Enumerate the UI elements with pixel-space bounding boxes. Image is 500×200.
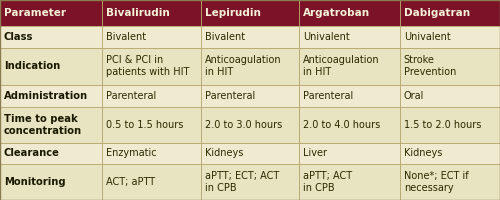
Bar: [102, 0, 200, 26]
Text: Lepirudin: Lepirudin: [204, 8, 260, 18]
Bar: [0, 143, 102, 164]
Bar: [200, 85, 300, 107]
Bar: [300, 143, 400, 164]
Bar: [0, 26, 102, 48]
Text: Enzymatic: Enzymatic: [106, 148, 157, 158]
Bar: [300, 48, 400, 85]
Bar: [102, 143, 200, 164]
Text: Dabigatran: Dabigatran: [404, 8, 470, 18]
Bar: [200, 0, 300, 26]
Text: 1.5 to 2.0 hours: 1.5 to 2.0 hours: [404, 120, 481, 130]
Bar: [102, 85, 200, 107]
Bar: [200, 143, 300, 164]
Text: Monitoring: Monitoring: [4, 177, 66, 187]
Bar: [0, 0, 102, 26]
Text: Clearance: Clearance: [4, 148, 60, 158]
Text: 2.0 to 4.0 hours: 2.0 to 4.0 hours: [304, 120, 380, 130]
Text: Time to peak
concentration: Time to peak concentration: [4, 114, 82, 136]
Text: Parenteral: Parenteral: [304, 91, 354, 101]
Text: Bivalent: Bivalent: [204, 32, 245, 42]
Text: None*; ECT if
necessary: None*; ECT if necessary: [404, 171, 468, 193]
Text: Class: Class: [4, 32, 34, 42]
Text: Bivalent: Bivalent: [106, 32, 146, 42]
Bar: [400, 143, 500, 164]
Text: Anticoagulation
in HIT: Anticoagulation in HIT: [304, 55, 380, 77]
Text: Administration: Administration: [4, 91, 88, 101]
Bar: [200, 164, 300, 200]
Text: Parenteral: Parenteral: [106, 91, 156, 101]
Bar: [102, 107, 200, 143]
Bar: [300, 26, 400, 48]
Text: Argatroban: Argatroban: [304, 8, 370, 18]
Bar: [200, 107, 300, 143]
Text: Univalent: Univalent: [304, 32, 350, 42]
Bar: [102, 48, 200, 85]
Bar: [102, 26, 200, 48]
Bar: [400, 164, 500, 200]
Text: Indication: Indication: [4, 61, 60, 71]
Text: Anticoagulation
in HIT: Anticoagulation in HIT: [204, 55, 282, 77]
Bar: [0, 85, 102, 107]
Text: aPTT; ACT
in CPB: aPTT; ACT in CPB: [304, 171, 352, 193]
Bar: [300, 107, 400, 143]
Text: Oral: Oral: [404, 91, 424, 101]
Text: PCI & PCI in
patients with HIT: PCI & PCI in patients with HIT: [106, 55, 190, 77]
Text: Stroke
Prevention: Stroke Prevention: [404, 55, 456, 77]
Bar: [0, 107, 102, 143]
Text: Parenteral: Parenteral: [204, 91, 255, 101]
Bar: [400, 26, 500, 48]
Bar: [400, 0, 500, 26]
Bar: [0, 48, 102, 85]
Bar: [400, 85, 500, 107]
Text: Univalent: Univalent: [404, 32, 450, 42]
Bar: [102, 164, 200, 200]
Bar: [200, 26, 300, 48]
Text: Parameter: Parameter: [4, 8, 66, 18]
Bar: [300, 85, 400, 107]
Text: Bivalirudin: Bivalirudin: [106, 8, 170, 18]
Text: 2.0 to 3.0 hours: 2.0 to 3.0 hours: [204, 120, 282, 130]
Bar: [400, 48, 500, 85]
Bar: [200, 48, 300, 85]
Text: aPTT; ECT; ACT
in CPB: aPTT; ECT; ACT in CPB: [204, 171, 279, 193]
Text: 0.5 to 1.5 hours: 0.5 to 1.5 hours: [106, 120, 184, 130]
Bar: [300, 164, 400, 200]
Text: Kidneys: Kidneys: [404, 148, 442, 158]
Text: Liver: Liver: [304, 148, 328, 158]
Bar: [0, 164, 102, 200]
Text: ACT; aPTT: ACT; aPTT: [106, 177, 156, 187]
Bar: [400, 107, 500, 143]
Bar: [300, 0, 400, 26]
Text: Kidneys: Kidneys: [204, 148, 243, 158]
